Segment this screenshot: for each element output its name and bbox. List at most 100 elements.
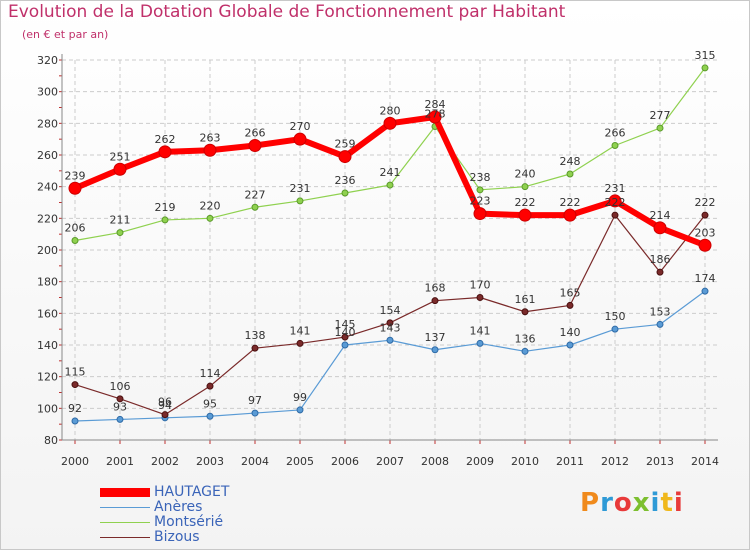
x-tick-label: 2009 [466, 455, 494, 468]
data-label-anres: 143 [380, 321, 401, 334]
data-label-bizous: 141 [290, 324, 311, 337]
data-label-bizous: 161 [515, 293, 536, 306]
data-point-anres [566, 341, 574, 349]
chart-title: Evolution de la Dotation Globale de Fonc… [8, 2, 566, 22]
data-label-montsri: 227 [245, 188, 266, 201]
data-point-anres [656, 320, 664, 328]
data-label-montsri: 241 [380, 166, 401, 179]
data-point-bizous [521, 308, 529, 316]
data-point-montsri [251, 203, 259, 211]
data-point-montsri [341, 189, 349, 197]
data-label-anres: 94 [158, 399, 172, 412]
legend-label: HAUTAGET [154, 484, 230, 500]
data-label-montsri: 278 [425, 108, 446, 121]
data-label-anres: 93 [113, 400, 127, 413]
data-point-bizous [341, 333, 349, 341]
data-point-anres [206, 412, 214, 420]
x-tick-label: 2013 [646, 455, 674, 468]
x-tick-label: 2011 [556, 455, 584, 468]
data-label-hautaget: 251 [110, 150, 131, 163]
data-point-anres [341, 341, 349, 349]
data-point-anres [611, 325, 619, 333]
data-point-bizous [251, 344, 259, 352]
logo-letter: x [632, 488, 651, 518]
data-point-anres [296, 406, 304, 414]
data-label-hautaget: 262 [155, 133, 176, 146]
data-point-anres [701, 287, 709, 295]
data-point-hautaget [203, 143, 217, 157]
data-point-hautaget [653, 221, 667, 235]
data-point-montsri [566, 170, 574, 178]
data-label-bizous: 115 [65, 366, 86, 379]
data-label-montsri: 231 [290, 182, 311, 195]
data-label-anres: 150 [605, 310, 626, 323]
y-tick-label: 280 [37, 117, 58, 130]
x-tick-label: 2006 [331, 455, 359, 468]
data-label-hautaget: 263 [200, 131, 221, 144]
x-tick-label: 2007 [376, 455, 404, 468]
data-label-bizous: 154 [380, 304, 401, 317]
legend-swatch [100, 488, 150, 497]
x-tick-label: 2010 [511, 455, 539, 468]
logo-letter: o [613, 488, 633, 518]
logo-letter: t [660, 488, 674, 518]
data-point-hautaget [248, 139, 262, 152]
x-tick-label: 2003 [196, 455, 224, 468]
x-tick-label: 2002 [151, 455, 179, 468]
data-label-bizous: 114 [200, 367, 221, 380]
y-tick-label: 140 [37, 339, 58, 352]
data-label-hautaget: 280 [380, 104, 401, 117]
data-point-hautaget [473, 207, 487, 221]
x-tick-label: 2014 [691, 455, 719, 468]
data-point-montsri [476, 186, 484, 194]
data-label-bizous: 186 [650, 253, 671, 266]
data-label-montsri: 236 [335, 174, 356, 187]
data-point-hautaget [383, 116, 397, 130]
y-tick-label: 240 [37, 181, 58, 194]
y-tick-label: 260 [37, 149, 58, 162]
data-label-montsri: 315 [695, 49, 716, 62]
data-label-hautaget: 222 [515, 196, 536, 209]
data-label-anres: 92 [68, 402, 82, 415]
legend-label: Anères [154, 499, 203, 515]
logo-letter: P [580, 488, 601, 518]
logo-letter: i [650, 488, 661, 518]
data-point-montsri [656, 124, 664, 132]
legend-label: Bizous [154, 529, 200, 545]
data-point-anres [521, 347, 529, 355]
logo-letter: i [673, 488, 684, 518]
data-point-montsri [116, 229, 124, 237]
data-point-montsri [71, 237, 79, 244]
data-point-anres [251, 409, 259, 417]
y-tick-label: 300 [37, 86, 58, 99]
data-label-bizous: 165 [560, 286, 581, 299]
data-point-hautaget [698, 238, 712, 252]
data-point-bizous [611, 211, 619, 219]
y-tick-label: 200 [37, 244, 58, 257]
data-point-hautaget [158, 145, 172, 159]
data-point-hautaget [113, 162, 127, 176]
data-label-bizous: 106 [110, 380, 131, 393]
data-point-montsri [386, 181, 394, 189]
data-label-bizous: 222 [695, 196, 716, 209]
data-point-bizous [476, 294, 484, 301]
data-point-montsri [206, 214, 214, 222]
y-tick-label: 100 [37, 402, 58, 415]
data-label-hautaget: 231 [605, 182, 626, 195]
data-point-bizous [386, 319, 394, 327]
x-tick-label: 2004 [241, 455, 269, 468]
data-label-anres: 140 [335, 326, 356, 339]
legend-swatch [100, 507, 150, 508]
data-point-bizous [701, 211, 709, 219]
data-label-montsri: 206 [65, 222, 86, 235]
data-label-anres: 136 [515, 332, 536, 345]
y-tick-label: 80 [44, 434, 58, 447]
y-tick-label: 180 [37, 276, 58, 289]
data-label-montsri: 277 [650, 109, 671, 122]
data-label-bizous: 168 [425, 282, 446, 295]
data-label-anres: 95 [203, 397, 217, 410]
data-point-montsri [521, 183, 529, 191]
logo-letter: r [600, 488, 614, 518]
data-label-hautaget: 214 [650, 209, 671, 222]
